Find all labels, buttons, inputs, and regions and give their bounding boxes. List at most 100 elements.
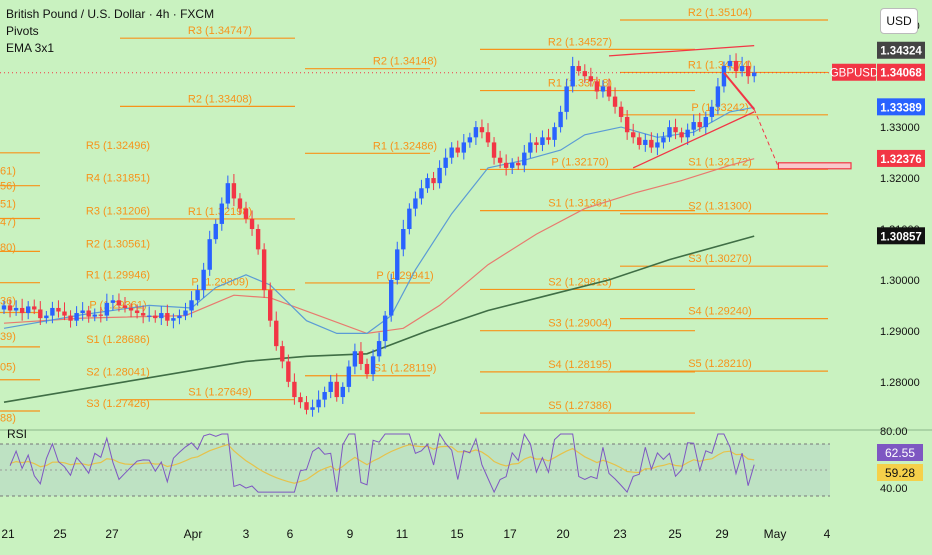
currency-button[interactable]: USD (880, 8, 918, 34)
candle-body (395, 249, 400, 280)
candle-body (503, 162, 509, 168)
ema-mid-line (3, 158, 755, 335)
candle-body (104, 302, 110, 316)
price-tag-label: 1.34324 (880, 46, 922, 58)
candle-body (455, 147, 460, 153)
price-axis[interactable]: 1.350001.340001.330001.320001.310001.300… (830, 20, 925, 389)
candle-body (189, 300, 194, 311)
pivot-edge-label: 56) (0, 181, 16, 193)
candle-body (165, 313, 170, 321)
candle-body (679, 132, 684, 138)
ema-lines (3, 106, 755, 403)
candle-body (697, 122, 702, 128)
candle-body (631, 132, 636, 138)
candle-body (159, 313, 164, 319)
candle-body (733, 60, 739, 72)
price-tag-label: 1.32376 (880, 154, 922, 166)
projection-dashed (753, 109, 779, 168)
candle-body (431, 178, 436, 184)
candle-body (467, 137, 473, 143)
candle-body (195, 290, 200, 301)
candle-body (86, 310, 91, 317)
candle-body (637, 137, 642, 145)
candle-body (564, 86, 569, 112)
pivot-edge-label: 39) (0, 331, 16, 343)
candle-body (528, 142, 533, 153)
pivot-edge-label: 80) (0, 242, 16, 254)
pivot-level-label: R2 (1.34527) (548, 36, 612, 48)
time-tick: 21 (1, 527, 15, 541)
price-tag (877, 41, 925, 59)
candle-body (116, 300, 122, 306)
candle-body (516, 162, 521, 166)
candle-body (752, 72, 757, 77)
candle-body (346, 366, 352, 387)
pivot-level-label: S3 (1.29004) (548, 318, 612, 330)
candle-body (709, 106, 715, 117)
candle-body (19, 307, 25, 314)
candle-body (122, 305, 128, 308)
candle-body (44, 315, 49, 319)
candle-body (62, 311, 67, 316)
candle-body (691, 122, 696, 130)
candle-body (389, 279, 394, 316)
pivots-indicator-label[interactable]: Pivots (6, 24, 39, 38)
candle-body (473, 127, 479, 138)
candle-body (50, 307, 55, 316)
candle-body (479, 127, 485, 133)
candle-body (558, 111, 563, 128)
ema-indicator-label[interactable]: EMA 3x1 (6, 41, 55, 55)
candle-body (606, 86, 612, 97)
time-axis[interactable]: 21 25 27 Apr 3 6 9 11 15 17 20 23 25 29 May 4 (1, 527, 830, 541)
candle-body (286, 361, 291, 382)
rsi-indicator-label[interactable]: RSI (7, 427, 28, 441)
candle-body (534, 142, 539, 145)
price-tick: 1.32000 (880, 173, 920, 185)
candle-body (570, 66, 575, 87)
projection-arrow (723, 72, 755, 110)
candle-body (32, 306, 37, 310)
candle-body (128, 307, 134, 311)
candle-body (739, 66, 745, 72)
candle-body (449, 147, 454, 158)
candle-body (26, 306, 31, 314)
pivot-level-label: P (1.29809) (191, 277, 248, 289)
pivot-level-label: R2 (1.34148) (373, 56, 437, 68)
time-tick: 15 (450, 527, 464, 541)
price-tick: 1.28000 (880, 377, 920, 389)
candle-body (328, 381, 333, 392)
candle-body (183, 310, 188, 316)
candle-body (334, 381, 339, 398)
candle-body (552, 127, 557, 140)
price-tick: 1.29000 (880, 326, 920, 338)
candle-body (74, 313, 79, 321)
candle-body (376, 341, 382, 357)
time-tick: 6 (287, 527, 294, 541)
pivot-levels: R5 (1.32496) R4 (1.31851) R3 (1.31206) R2 (… (0, 7, 830, 424)
channel-lower-line (632, 111, 755, 169)
pivot-level-label: R1 (1.29946) (86, 270, 150, 282)
candle-body (588, 76, 594, 82)
candle-body (443, 157, 448, 168)
candle-body (243, 208, 249, 219)
time-tick: May (764, 527, 787, 541)
candle-body (80, 310, 85, 314)
price-tick: 1.33000 (880, 122, 920, 134)
pivot-level-label: S2 (1.29813) (548, 276, 612, 288)
candle-body (201, 269, 206, 291)
candle-body (316, 399, 321, 408)
candle-body (370, 356, 376, 375)
candlesticks (1, 53, 757, 417)
candle-body (612, 96, 618, 107)
candle-body (352, 351, 358, 367)
candle-body (510, 162, 515, 168)
candle-body (522, 152, 527, 166)
pivot-level-label: S5 (1.28210) (688, 358, 752, 370)
candle-body (110, 300, 116, 303)
candle-body (437, 167, 442, 184)
candle-body (207, 239, 212, 270)
candle-body (213, 223, 218, 240)
pivot-level-label: S4 (1.29240) (688, 306, 752, 318)
pivot-level-label: S2 (1.31300) (688, 201, 752, 213)
